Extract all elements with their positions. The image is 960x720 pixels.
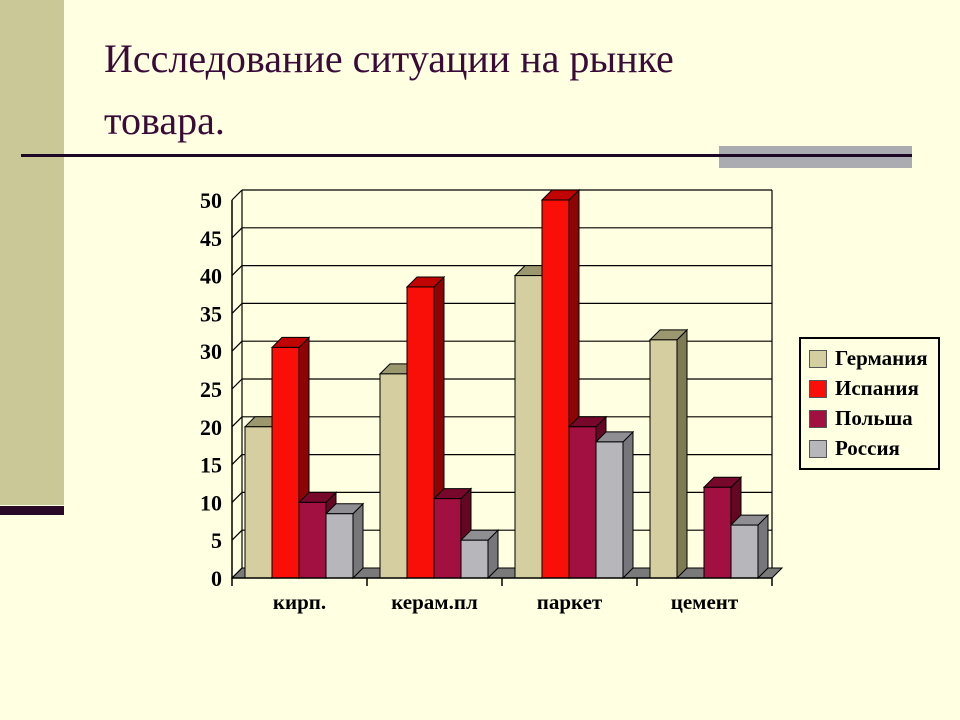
- left-accent-strip: [0, 0, 64, 505]
- bar-Польша-кирп.: [298, 501, 327, 579]
- bar-Испания-паркет: [541, 199, 570, 579]
- bar-Германия-керам.пл: [379, 373, 408, 579]
- legend-label: Польша: [835, 406, 913, 430]
- legend-item-Испания: Испания: [809, 376, 928, 401]
- y-tick: [231, 340, 243, 352]
- y-axis-label: 45: [200, 226, 222, 251]
- bar-Россия-кирп.: [325, 513, 354, 579]
- legend-label: Россия: [835, 436, 900, 460]
- category-label: цемент: [671, 590, 739, 614]
- legend-swatch-icon: [809, 349, 827, 368]
- y-tick: [231, 529, 243, 541]
- bar-Германия-цемент: [649, 339, 678, 579]
- chart-legend: Германия Испания Польша Россия: [799, 337, 940, 470]
- bar-Россия-паркет: [595, 441, 624, 579]
- y-axis-label: 50: [200, 188, 222, 213]
- y-axis-label: 5: [211, 528, 222, 553]
- legend-swatch-icon: [809, 379, 827, 398]
- y-tick: [231, 265, 243, 277]
- bar-side-Россия-паркет: [622, 430, 634, 580]
- y-tick: [231, 567, 243, 579]
- legend-label: Германия: [835, 346, 928, 370]
- legend-swatch-icon: [809, 409, 827, 428]
- y-tick: [231, 378, 243, 390]
- slide-title-line1: Исследование ситуации на рынке: [104, 36, 674, 81]
- bar-Россия-керам.пл: [460, 539, 489, 579]
- y-axis-label: 30: [200, 339, 222, 364]
- y-axis-label: 35: [200, 301, 222, 326]
- bar-side-Россия-кирп.: [352, 502, 364, 580]
- y-tick: [231, 227, 243, 239]
- y-tick: [231, 189, 243, 201]
- y-tick: [231, 454, 243, 466]
- y-tick: [231, 416, 243, 428]
- bar-Испания-керам.пл: [406, 286, 435, 579]
- y-axis-label: 20: [200, 415, 222, 440]
- legend-item-Германия: Германия: [809, 346, 928, 371]
- bar-side-Германия-цемент: [676, 328, 688, 580]
- category-label: кирп.: [273, 590, 326, 614]
- y-axis-label: 40: [200, 264, 222, 289]
- y-tick: [231, 491, 243, 503]
- legend-item-Польша: Польша: [809, 406, 928, 431]
- bar-Польша-цемент: [703, 486, 732, 579]
- bar-Польша-паркет: [568, 426, 597, 579]
- bar-Польша-керам.пл: [433, 498, 462, 579]
- y-axis-label: 0: [211, 566, 222, 591]
- y-axis-label: 25: [200, 377, 222, 402]
- separator-line: [21, 154, 912, 157]
- y-tick: [231, 302, 243, 314]
- left-accent-bar: [0, 506, 64, 515]
- bar-side-Россия-цемент: [757, 513, 769, 580]
- separator-accent-box: [719, 146, 912, 168]
- y-axis-label: 15: [200, 453, 222, 478]
- slide-title-line2: товара.: [104, 98, 225, 143]
- bar-Германия-паркет: [514, 275, 543, 579]
- bar-Германия-кирп.: [244, 426, 273, 579]
- y-axis-label: 10: [200, 490, 222, 515]
- bar-Россия-цемент: [730, 524, 759, 579]
- legend-item-Россия: Россия: [809, 436, 928, 461]
- bar-Испания-кирп.: [271, 346, 300, 579]
- category-label: паркет: [537, 590, 603, 614]
- category-label: керам.пл: [391, 590, 478, 614]
- legend-swatch-icon: [809, 439, 827, 458]
- legend-label: Испания: [835, 376, 919, 400]
- slide-title: Исследование ситуации на рынке товара.: [104, 28, 904, 152]
